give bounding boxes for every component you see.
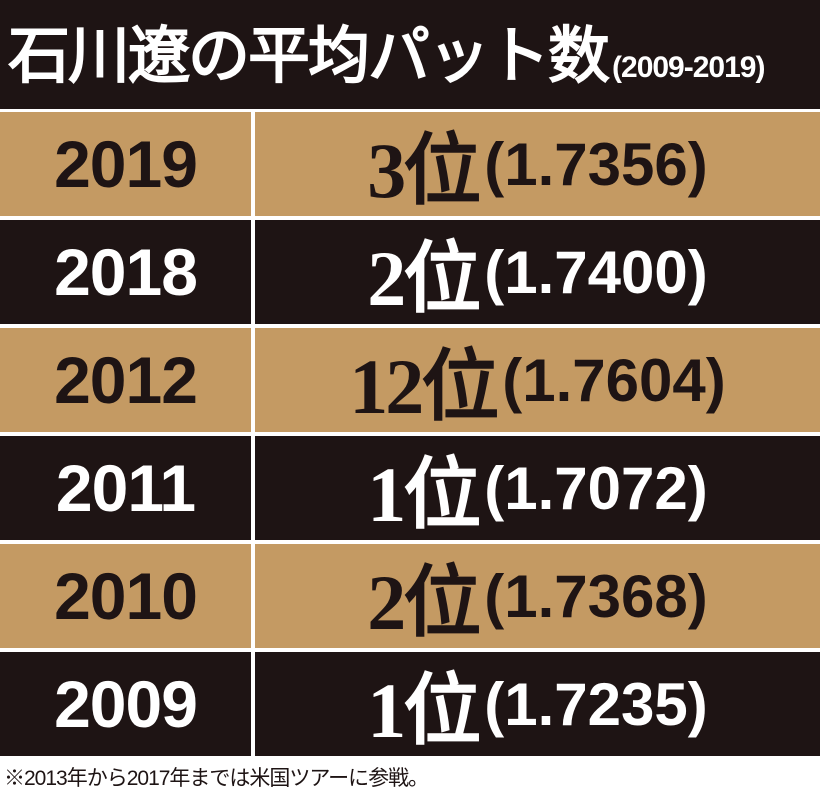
average-putts-text: (1.7072) [484, 454, 708, 522]
year-text: 2019 [54, 127, 198, 201]
column-divider [251, 328, 255, 432]
page-title: 石川遼の平均パット数 (2009-2019) [8, 22, 765, 103]
table-row: 2009 1位 (1.7235) [0, 652, 820, 756]
rank-cell: 3位 (1.7356) [255, 112, 820, 216]
year-cell: 2010 [0, 544, 251, 648]
rank-cell: 1位 (1.7072) [255, 436, 820, 540]
rank-cell: 12位 (1.7604) [255, 328, 820, 432]
rank-text: 12位 [349, 343, 499, 430]
rank-text: 1位 [367, 451, 481, 538]
table-row: 2010 2位 (1.7368) [0, 544, 820, 648]
average-putts-text: (1.7400) [484, 238, 708, 306]
title-year-range: (2009-2019) [612, 51, 765, 84]
year-text: 2010 [54, 559, 198, 633]
rank-text: 1位 [367, 667, 481, 754]
column-divider [251, 436, 255, 540]
year-cell: 2011 [0, 436, 251, 540]
average-putts-text: (1.7356) [484, 130, 708, 198]
year-cell: 2012 [0, 328, 251, 432]
rank-cell: 2位 (1.7368) [255, 544, 820, 648]
table-row: 2011 1位 (1.7072) [0, 436, 820, 540]
table-row: 2019 3位 (1.7356) [0, 112, 820, 216]
title-text: 石川遼の平均パット数 [8, 22, 610, 91]
rank-cell: 2位 (1.7400) [255, 220, 820, 324]
year-cell: 2019 [0, 112, 251, 216]
table-row: 2012 12位 (1.7604) [0, 328, 820, 432]
footnote: ※2013年から2017年までは米国ツアーに参戦。 [4, 767, 429, 790]
column-divider [251, 652, 255, 756]
table-row: 2018 2位 (1.7400) [0, 220, 820, 324]
rank-cell: 1位 (1.7235) [255, 652, 820, 756]
year-cell: 2009 [0, 652, 251, 756]
year-text: 2009 [54, 667, 198, 741]
year-cell: 2018 [0, 220, 251, 324]
rank-text: 2位 [367, 559, 481, 646]
year-text: 2018 [54, 235, 198, 309]
average-putts-text: (1.7368) [484, 562, 708, 630]
year-text: 2012 [54, 343, 198, 417]
title-band: 石川遼の平均パット数 (2009-2019) [0, 0, 820, 109]
column-divider [251, 112, 255, 216]
average-putts-text: (1.7604) [502, 346, 726, 414]
average-putts-text: (1.7235) [484, 670, 708, 738]
rank-text: 3位 [367, 127, 481, 214]
column-divider [251, 544, 255, 648]
column-divider [251, 220, 255, 324]
year-text: 2011 [55, 451, 196, 525]
rank-text: 2位 [367, 235, 481, 322]
